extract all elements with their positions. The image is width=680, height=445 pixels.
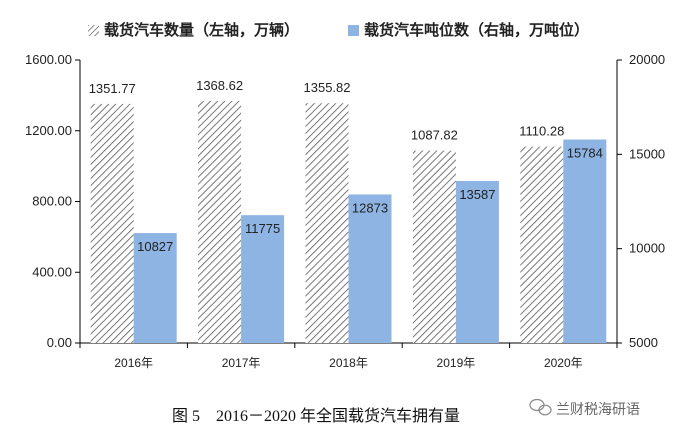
category-label: 2020年 bbox=[544, 356, 583, 370]
bar-truck-tonnage bbox=[348, 194, 392, 343]
legend-label-tonnage: 载货汽车吨位数（右轴，万吨位） bbox=[364, 21, 589, 39]
left-tick-label: 1600.00 bbox=[25, 52, 72, 67]
right-tick-label: 10000 bbox=[629, 241, 665, 256]
legend-swatch-tonnage bbox=[348, 25, 359, 36]
data-label-truck-count: 1351.77 bbox=[89, 81, 136, 96]
data-label-truck-count: 1087.82 bbox=[411, 128, 458, 143]
left-axis-ticks: 0.00 400.00 800.00 1200.00 1600.00 bbox=[25, 52, 80, 350]
data-label-truck-count: 1355.82 bbox=[304, 80, 351, 95]
bar-truck-tonnage bbox=[563, 139, 607, 343]
data-label-truck-tonnage: 15784 bbox=[567, 146, 603, 161]
bar-truck-count bbox=[198, 100, 242, 343]
data-label-truck-count: 1110.28 bbox=[519, 124, 564, 139]
data-label-truck-tonnage: 12873 bbox=[352, 200, 388, 215]
right-axis-ticks: 5000 10000 15000 20000 bbox=[617, 52, 665, 350]
left-tick-label: 1200.00 bbox=[25, 123, 72, 138]
left-tick-label: 400.00 bbox=[32, 264, 72, 279]
bar-truck-count bbox=[412, 150, 456, 343]
bars bbox=[90, 100, 607, 344]
data-label-truck-tonnage: 10827 bbox=[137, 239, 173, 254]
legend-label-count: 载货汽车数量（左轴，万辆） bbox=[104, 21, 299, 39]
bar-truck-tonnage bbox=[241, 215, 285, 343]
bar-truck-count bbox=[90, 103, 134, 344]
legend: 载货汽车数量（左轴，万辆） 载货汽车吨位数（右轴，万吨位） bbox=[88, 21, 589, 39]
left-tick-label: 0.00 bbox=[47, 335, 72, 350]
data-label-truck-count: 1368.62 bbox=[196, 78, 243, 93]
category-label: 2019年 bbox=[437, 356, 476, 370]
data-labels: 1351.77 10827 1368.62 11775 1355.82 12873 1087… bbox=[89, 78, 603, 254]
watermark-text: 兰财税海研语 bbox=[556, 401, 640, 417]
category-label: 2017年 bbox=[222, 356, 261, 370]
bar-truck-count bbox=[305, 103, 349, 344]
category-label: 2018年 bbox=[329, 356, 368, 370]
category-labels: 2016年 2017年 2018年 2019年 2020年 bbox=[79, 343, 618, 370]
right-tick-label: 5000 bbox=[629, 335, 658, 350]
right-tick-label: 20000 bbox=[629, 52, 665, 67]
bar-truck-tonnage bbox=[455, 180, 499, 343]
bar-truck-tonnage bbox=[133, 233, 177, 343]
data-label-truck-tonnage: 13587 bbox=[459, 187, 495, 202]
figure-caption: 图 5 2016－2020 年全国载货汽车拥有量 bbox=[172, 407, 460, 425]
right-tick-label: 15000 bbox=[629, 146, 665, 161]
wechat-icon bbox=[529, 398, 552, 416]
watermark: 兰财税海研语 bbox=[529, 398, 640, 417]
bar-truck-count bbox=[520, 146, 564, 343]
legend-swatch-count bbox=[88, 25, 99, 36]
category-label: 2016年 bbox=[114, 356, 153, 370]
data-label-truck-tonnage: 11775 bbox=[245, 221, 280, 236]
left-tick-label: 800.00 bbox=[32, 194, 72, 209]
